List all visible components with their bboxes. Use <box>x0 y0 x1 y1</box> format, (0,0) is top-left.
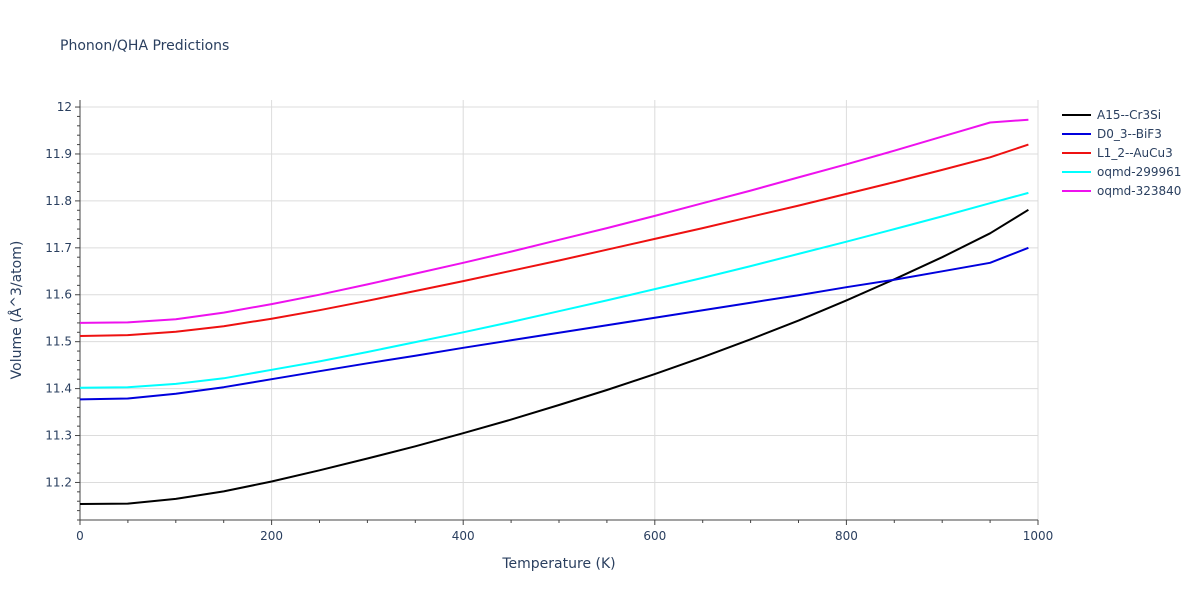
legend: A15--Cr3Si D0_3--BiF3 L1_2--AuCu3 oqmd-2999… <box>1062 108 1181 198</box>
y-tick-label: 11.4 <box>45 382 72 396</box>
legend-label: A15--Cr3Si <box>1097 108 1161 122</box>
y-tick-label: 11.8 <box>45 194 72 208</box>
grid <box>80 100 1039 520</box>
series-line-A15--Cr3Si <box>79 208 1029 505</box>
plot-area <box>79 118 1029 505</box>
x-tick-label: 200 <box>260 529 283 543</box>
series-line-D0_3--BiF3 <box>79 246 1029 401</box>
y-tick-label: 11.6 <box>45 288 72 302</box>
y-tick-label: 11.2 <box>45 475 72 489</box>
y-axis-title: Volume (Å^3/atom) <box>8 241 25 380</box>
y-tick-label: 12 <box>57 100 72 114</box>
legend-label: L1_2--AuCu3 <box>1097 146 1173 160</box>
y-tick-label: 11.3 <box>45 429 72 443</box>
y-tick-label: 11.7 <box>45 241 72 255</box>
x-axis-title: Temperature (K) <box>501 556 615 572</box>
series-line-L1_2--AuCu3 <box>79 143 1029 337</box>
chart-title: Phonon/QHA Predictions <box>60 38 229 54</box>
x-tick-label: 1000 <box>1023 529 1054 543</box>
x-tick-label: 600 <box>643 529 666 543</box>
series-line-oqmd-323840 <box>79 118 1029 324</box>
y-tick-label: 11.9 <box>45 147 72 161</box>
series-line-oqmd-299961 <box>79 191 1029 389</box>
y-tick-label: 11.5 <box>45 335 72 349</box>
x-tick-label: 0 <box>76 529 84 543</box>
x-tick-label: 400 <box>452 529 475 543</box>
legend-label: oqmd-299961 <box>1097 165 1181 179</box>
legend-label: oqmd-323840 <box>1097 184 1181 198</box>
x-tick-label: 800 <box>835 529 858 543</box>
axes: 0 200 400 600 800 1000 11.2 11.3 11.4 11.5 11.6 11.… <box>45 100 1053 543</box>
legend-label: D0_3--BiF3 <box>1097 127 1162 141</box>
